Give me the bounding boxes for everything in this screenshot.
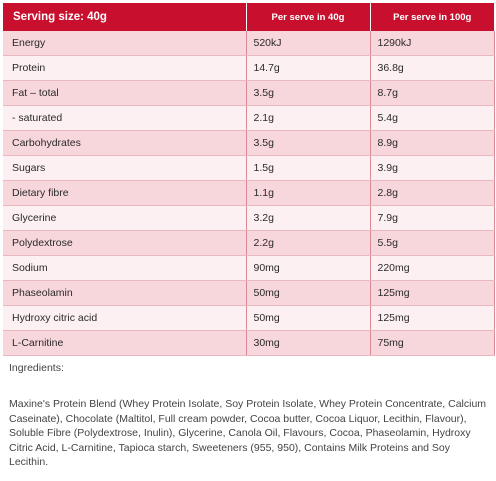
nutrient-name: Sodium (3, 255, 247, 281)
nutrient-name: Sugars (3, 155, 247, 181)
table-row: Carbohydrates 3.5g 8.9g (3, 130, 495, 156)
nutrient-name: L-Carnitine (3, 330, 247, 356)
value-per-serve: 90mg (246, 255, 371, 281)
value-per-serve: 3.5g (246, 130, 371, 156)
table-row: - saturated 2.1g 5.4g (3, 105, 495, 131)
table-row: Sodium 90mg 220mg (3, 255, 495, 281)
value-per-serve: 2.2g (246, 230, 371, 256)
nutrient-name: Polydextrose (3, 230, 247, 256)
table-row: Energy 520kJ 1290kJ (3, 31, 495, 56)
value-per-100g: 125mg (370, 280, 495, 306)
nutrient-name: Dietary fibre (3, 180, 247, 206)
value-per-100g: 7.9g (370, 205, 495, 231)
nutrient-name: Phaseolamin (3, 280, 247, 306)
value-per-serve: 14.7g (246, 55, 371, 81)
table-header: Serving size: 40g Per serve in 40g Per s… (3, 3, 494, 31)
table-row: Fat – total 3.5g 8.7g (3, 80, 495, 106)
table-body: Energy 520kJ 1290kJ Protein 14.7g 36.8g … (3, 31, 495, 356)
header-row: Serving size: 40g Per serve in 40g Per s… (3, 3, 494, 31)
value-per-serve: 50mg (246, 280, 371, 306)
value-per-100g: 8.7g (370, 80, 495, 106)
value-per-100g: 36.8g (370, 55, 495, 81)
value-per-serve: 1.5g (246, 155, 371, 181)
nutrient-name: Energy (3, 31, 247, 56)
table-row: Phaseolamin 50mg 125mg (3, 280, 495, 306)
header-per-serve-100g: Per serve in 100g (370, 3, 494, 31)
value-per-100g: 75mg (370, 330, 495, 356)
value-per-serve: 2.1g (246, 105, 371, 131)
table-row: L-Carnitine 30mg 75mg (3, 330, 495, 356)
nutrient-name: Carbohydrates (3, 130, 247, 156)
value-per-serve: 3.5g (246, 80, 371, 106)
table-row: Glycerine 3.2g 7.9g (3, 205, 495, 231)
value-per-100g: 8.9g (370, 130, 495, 156)
value-per-100g: 3.9g (370, 155, 495, 181)
value-per-serve: 30mg (246, 330, 371, 356)
value-per-100g: 5.4g (370, 105, 495, 131)
value-per-100g: 125mg (370, 305, 495, 331)
table-row: Dietary fibre 1.1g 2.8g (3, 180, 495, 206)
ingredients-text: Maxine's Protein Blend (Whey Protein Iso… (9, 398, 487, 468)
nutrition-panel: Serving size: 40g Per serve in 40g Per s… (3, 3, 495, 356)
nutrient-name: Protein (3, 55, 247, 81)
nutrition-table: Serving size: 40g Per serve in 40g Per s… (3, 3, 495, 356)
header-per-serve-40g: Per serve in 40g (246, 3, 371, 31)
nutrient-name: Fat – total (3, 80, 247, 106)
nutrient-name: Glycerine (3, 205, 247, 231)
value-per-100g: 5.5g (370, 230, 495, 256)
table-row: Sugars 1.5g 3.9g (3, 155, 495, 181)
table-row: Hydroxy citric acid 50mg 125mg (3, 305, 495, 331)
value-per-serve: 1.1g (246, 180, 371, 206)
nutrient-name: - saturated (3, 105, 247, 131)
header-serving-size: Serving size: 40g (3, 3, 247, 31)
value-per-100g: 1290kJ (370, 31, 495, 56)
value-per-100g: 2.8g (370, 180, 495, 206)
value-per-100g: 220mg (370, 255, 495, 281)
table-row: Polydextrose 2.2g 5.5g (3, 230, 495, 256)
ingredients-heading: Ingredients: (9, 362, 64, 374)
table-row: Protein 14.7g 36.8g (3, 55, 495, 81)
value-per-serve: 520kJ (246, 31, 371, 56)
value-per-serve: 3.2g (246, 205, 371, 231)
value-per-serve: 50mg (246, 305, 371, 331)
nutrient-name: Hydroxy citric acid (3, 305, 247, 331)
